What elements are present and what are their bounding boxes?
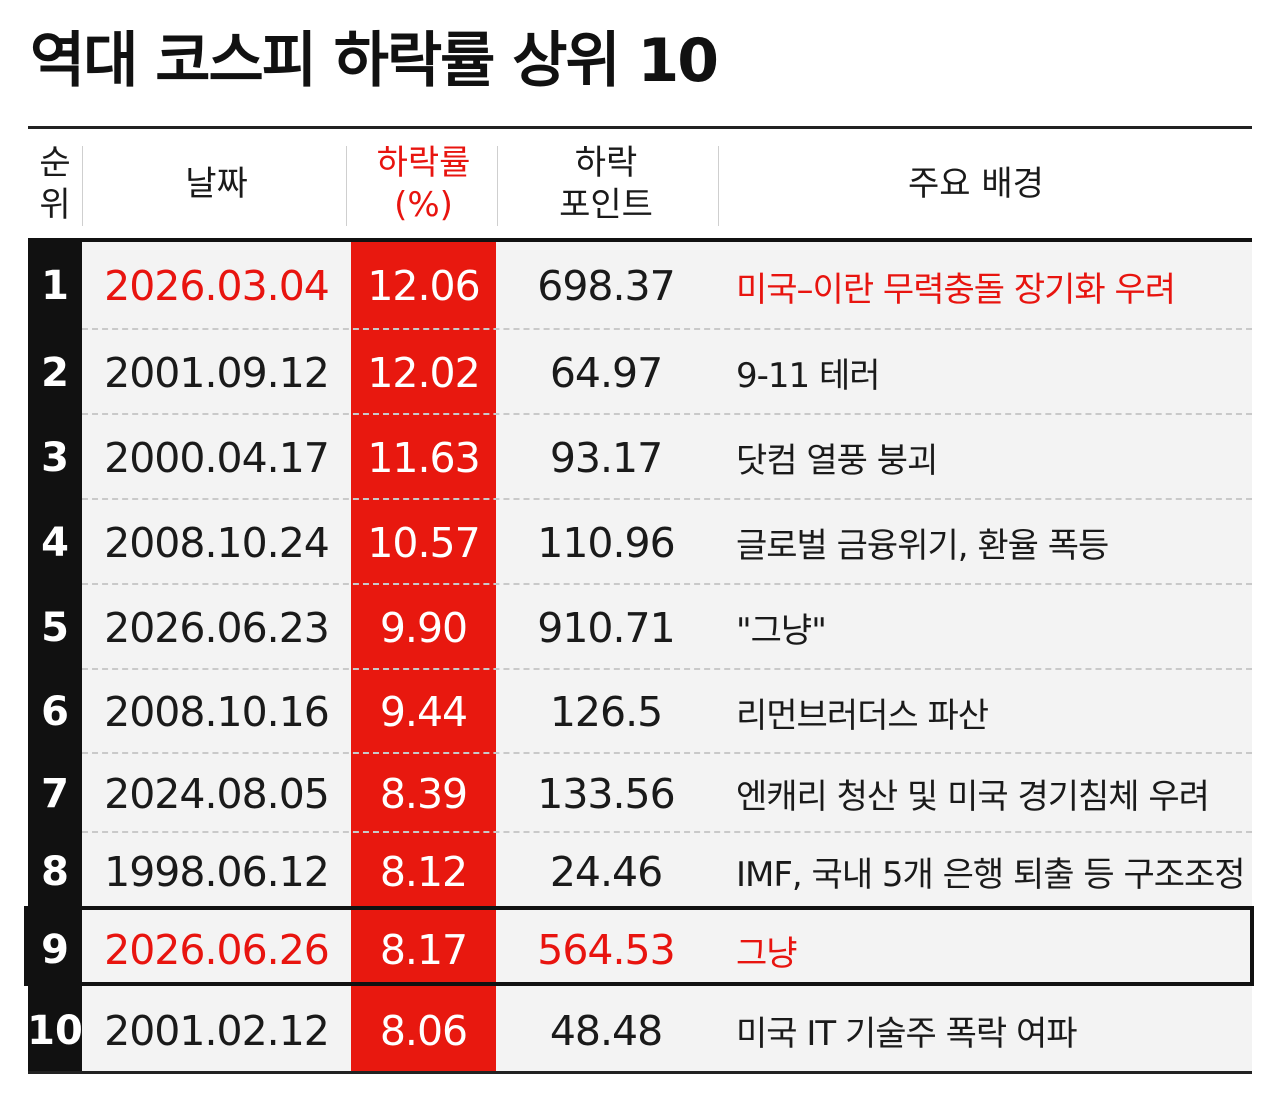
points-cell: 48.48 [549, 1006, 663, 1055]
table-row: 10 2001.02.12 8.06 48.48 미국 IT 기술주 폭락 여파 [27, 990, 1252, 1071]
row-divider [82, 498, 1252, 500]
table-row: 2 2001.09.12 12.02 64.97 9-11 테러 [28, 330, 1252, 415]
background-cell: 리먼브러더스 파산 [736, 695, 989, 736]
date-cell: 2026.06.26 [104, 926, 330, 974]
percent-column-highlight [351, 242, 496, 1071]
points-cell: 133.56 [537, 769, 675, 818]
percent-cell: 8.17 [379, 926, 468, 974]
date-cell: 2001.02.12 [104, 1006, 330, 1055]
points-cell: 64.97 [549, 348, 663, 397]
row-divider [82, 583, 1252, 585]
percent-cell: 11.63 [367, 433, 480, 482]
table-body-background [82, 242, 1252, 1071]
header-divider [718, 146, 719, 226]
row-divider [82, 831, 1252, 833]
points-cell: 698.37 [537, 262, 675, 310]
percent-cell: 9.44 [379, 688, 468, 736]
percent-cell: 9.90 [379, 603, 468, 652]
table-row: 5 2026.06.23 9.90 910.71 "그냥" [28, 585, 1252, 670]
rank-cell: 9 [41, 927, 69, 973]
percent-cell: 12.06 [367, 262, 480, 310]
row-divider [82, 413, 1252, 415]
background-cell: 9-11 테러 [736, 356, 881, 396]
rank-cell: 4 [41, 519, 69, 566]
points-cell: 93.17 [549, 433, 663, 482]
row-divider [82, 328, 1252, 330]
rank-cell: 6 [41, 689, 69, 735]
bottom-rule [28, 1071, 1252, 1074]
header-divider [346, 146, 347, 226]
top-rule [28, 126, 1252, 129]
percent-cell: 8.39 [379, 769, 468, 818]
points-cell: 110.96 [537, 518, 675, 567]
rank-cell: 10 [27, 1007, 83, 1054]
header-background: 주요 배경 [908, 164, 1044, 204]
rank-cell: 3 [41, 434, 69, 481]
header-points: 하락 포인트 [559, 143, 653, 225]
header-divider [497, 146, 498, 226]
rank-cell: 2 [41, 349, 69, 396]
points-cell: 910.71 [537, 603, 675, 652]
date-cell: 2000.04.17 [104, 433, 330, 482]
background-cell: 미국–이란 무력충돌 장기화 우려 [736, 269, 1176, 310]
header-divider [82, 146, 83, 226]
background-cell: 그냥 [736, 933, 798, 974]
header-pct: 하락률 (%) [376, 143, 471, 225]
points-cell: 564.53 [537, 926, 675, 974]
rank-cell: 1 [41, 263, 69, 309]
table-row: 3 2000.04.17 11.63 93.17 닷컴 열풍 붕괴 [28, 415, 1252, 500]
background-cell: 미국 IT 기술주 폭락 여파 [736, 1014, 1078, 1054]
rank-column [28, 242, 82, 1071]
date-cell: 2001.09.12 [104, 348, 330, 397]
date-cell: 1998.06.12 [104, 847, 330, 896]
background-cell: 닷컴 열풍 붕괴 [736, 441, 938, 481]
background-cell: IMF, 국내 5개 은행 퇴출 등 구조조정 [736, 855, 1246, 895]
table-row: 9 2026.06.26 8.17 564.53 그냥 [28, 910, 1252, 990]
row-divider [82, 752, 1252, 754]
table-row: 6 2008.10.16 9.44 126.5 리먼브러더스 파산 [28, 670, 1252, 754]
background-cell: "그냥" [736, 611, 827, 651]
percent-cell: 8.06 [379, 1006, 468, 1055]
percent-cell: 12.02 [367, 348, 480, 397]
background-cell: 글로벌 금융위기, 환율 폭등 [736, 526, 1109, 566]
rank-cell: 7 [41, 770, 69, 817]
percent-cell: 8.12 [379, 847, 468, 896]
date-cell: 2026.03.04 [104, 262, 330, 310]
header-date: 날짜 [185, 164, 248, 204]
percent-cell: 10.57 [367, 518, 480, 567]
header-rule [28, 238, 1252, 242]
rank-cell: 8 [41, 848, 69, 895]
table-row: 4 2008.10.24 10.57 110.96 글로벌 금융위기, 환율 폭등 [28, 500, 1252, 585]
table-row: 1 2026.03.04 12.06 698.37 미국–이란 무력충돌 장기화 우려 [28, 242, 1252, 330]
background-cell: 엔캐리 청산 및 미국 경기침체 우려 [736, 777, 1210, 817]
points-cell: 126.5 [549, 688, 663, 736]
date-cell: 2024.08.05 [104, 769, 330, 818]
date-cell: 2008.10.16 [104, 688, 330, 736]
date-cell: 2026.06.23 [104, 603, 330, 652]
page-title: 역대 코스피 하락률 상위 10 [30, 26, 719, 96]
rank-cell: 5 [41, 604, 69, 651]
table-row: 8 1998.06.12 8.12 24.46 IMF, 국내 5개 은행 퇴출 등 구… [28, 833, 1252, 910]
points-cell: 24.46 [549, 847, 663, 896]
date-cell: 2008.10.24 [104, 518, 330, 567]
row-divider [82, 668, 1252, 670]
table-row: 7 2024.08.05 8.39 133.56 엔캐리 청산 및 미국 경기침체 우려 [28, 754, 1252, 833]
